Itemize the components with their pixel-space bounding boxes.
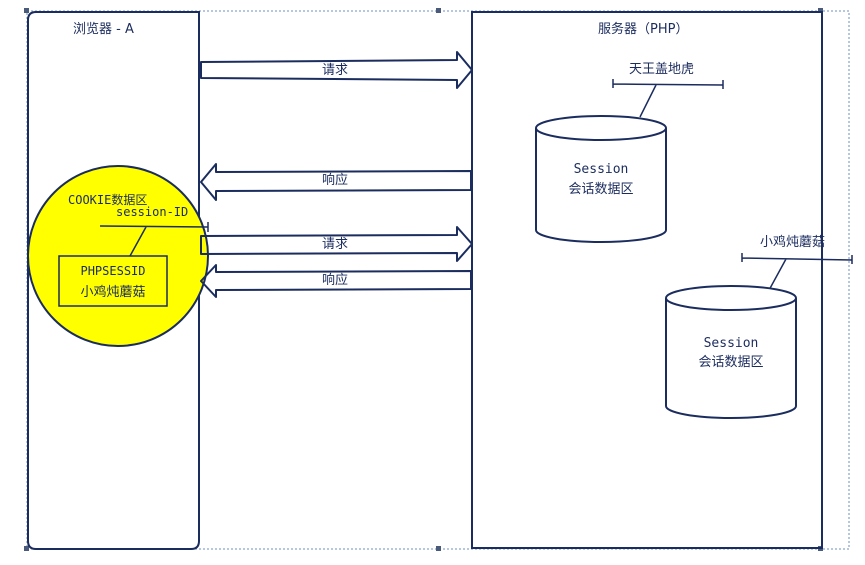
- frame-handle-bl[interactable]: [24, 546, 29, 551]
- frame-handle-tl[interactable]: [24, 8, 29, 13]
- request-arrow-1: [200, 51, 473, 89]
- phpsessid-value: 小鸡炖蘑菇: [80, 284, 145, 300]
- response-label-1: 响应: [322, 172, 348, 188]
- request-label-2: 请求: [322, 237, 348, 252]
- response-arrow-2: [200, 264, 472, 298]
- session-store-2-line2: 会话数据区: [698, 355, 763, 370]
- phpsessid-name: PHPSESSID: [80, 264, 145, 278]
- session-store-1: [535, 128, 667, 243]
- request-arrow-2: [200, 226, 473, 262]
- browser-box: [27, 11, 200, 550]
- session-store-2-line1: Session: [704, 336, 759, 351]
- frame-handle-tm[interactable]: [436, 8, 441, 13]
- request-label-1: 请求: [322, 63, 348, 78]
- phpsessid-box: [58, 255, 168, 307]
- session-store-1-line2: 会话数据区: [568, 182, 633, 197]
- session-store-2-tag: 小鸡炖蘑菇: [760, 234, 825, 250]
- session-store-1-line1: Session: [574, 162, 629, 177]
- server-box: [471, 11, 823, 549]
- session-store-1-tag: 天王盖地虎: [629, 62, 694, 77]
- browser-title: 浏览器 - A: [73, 21, 134, 37]
- frame-handle-tr[interactable]: [818, 8, 823, 13]
- session-id-label: session-ID: [116, 205, 188, 219]
- session-store-2: [665, 298, 797, 419]
- session-store-2-top: [665, 285, 797, 311]
- session-store-1-top: [535, 115, 667, 141]
- response-label-2: 响应: [322, 272, 348, 288]
- server-title: 服务器（PHP）: [598, 21, 688, 37]
- session-id-bracket: [99, 222, 209, 257]
- frame-handle-bm[interactable]: [436, 546, 441, 551]
- response-arrow-1: [200, 163, 472, 201]
- session-store-1-tag-bracket: [612, 79, 724, 118]
- session-store-2-tag-bracket: [741, 253, 853, 293]
- cookie-area-label: COOKIE数据区: [68, 192, 147, 207]
